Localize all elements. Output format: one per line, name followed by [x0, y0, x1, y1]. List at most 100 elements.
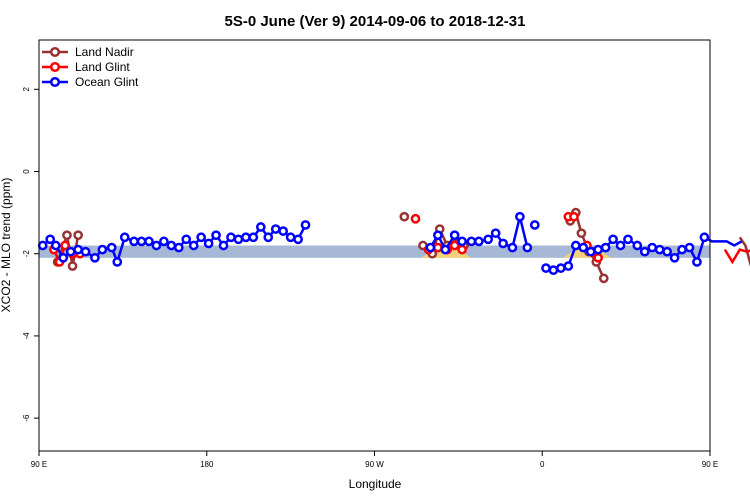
data-point [241, 232, 251, 243]
data-point [60, 240, 70, 251]
data-point [58, 252, 69, 263]
legend-marker [49, 61, 61, 73]
data-point [608, 234, 618, 245]
data-point [196, 232, 207, 243]
x-tick-label: 90 W [365, 460, 384, 469]
x-axis: 90 E 180 90 W 0 90 E [31, 451, 718, 469]
data-point [529, 220, 540, 230]
y-tick-label: -4 [22, 332, 31, 340]
y-tick-label: 0 [22, 169, 31, 174]
data-point [90, 252, 100, 263]
data-point [457, 244, 467, 255]
data-point [457, 236, 467, 247]
legend-marker [49, 46, 61, 58]
data-point [151, 240, 162, 251]
x-tick-label: 90 E [31, 460, 47, 469]
y-tick-label: -2 [22, 250, 31, 258]
data-point [498, 238, 508, 249]
data-point [255, 222, 266, 232]
legend-item-ocean-glint: Ocean Glint [42, 75, 139, 89]
data-point [173, 242, 184, 253]
series-ocean-glint [37, 211, 743, 276]
data-point [425, 242, 436, 253]
data-point [440, 244, 451, 255]
data-point [188, 240, 199, 251]
data-point [598, 273, 609, 284]
legend-marker [49, 76, 61, 88]
data-point [569, 211, 579, 222]
data-point [483, 234, 494, 245]
x-tick-label: 180 [200, 460, 214, 469]
data-point [593, 252, 604, 263]
data-point [67, 261, 78, 271]
data-point [662, 246, 672, 257]
data-point [65, 246, 76, 257]
data-point [129, 236, 139, 247]
data-point [166, 240, 177, 251]
data-point [73, 230, 83, 241]
data-point [80, 246, 91, 257]
data-point [433, 230, 443, 241]
data-point [699, 232, 710, 243]
legend-label: Land Nadir [75, 45, 134, 59]
data-point [449, 230, 460, 241]
legend-label: Land Glint [75, 60, 130, 74]
data-point [647, 242, 658, 253]
data-point [300, 220, 311, 230]
data-point [119, 232, 130, 243]
data-point [593, 244, 604, 255]
data-point [73, 244, 83, 255]
data-point [548, 265, 559, 276]
y-tick-label: 2 [22, 87, 31, 92]
data-point [106, 242, 117, 253]
data-point [556, 263, 566, 273]
data-point [97, 244, 108, 255]
data-point [692, 257, 702, 267]
data-point [62, 230, 72, 241]
y-tick-label: -6 [22, 414, 31, 422]
x-tick-label: 0 [540, 460, 545, 469]
data-point [677, 244, 687, 255]
data-point [159, 236, 169, 247]
data-point [623, 234, 633, 245]
data-point [632, 240, 643, 251]
legend-item-land-nadir: Land Nadir [42, 45, 134, 59]
y-axis: 2 0 -2 -4 -6 [22, 87, 39, 422]
data-point [449, 240, 460, 251]
data-point [144, 236, 154, 247]
data-point [578, 242, 589, 253]
data-point [37, 240, 48, 251]
data-point [585, 246, 596, 257]
data-point [563, 261, 574, 271]
data-point [654, 244, 665, 255]
x-tick-label: 90 E [702, 460, 718, 469]
data-point [270, 224, 281, 234]
data-point [515, 211, 525, 222]
legend-item-land-glint: Land Glint [42, 60, 130, 74]
data-point [684, 242, 695, 253]
series-line [723, 248, 750, 265]
data-point [507, 242, 518, 253]
data-point [211, 230, 221, 241]
chart-title: 5S-0 June (Ver 9) 2014-09-06 to 2018-12-… [224, 13, 525, 30]
data-point [293, 234, 303, 245]
data-point [248, 232, 259, 243]
data-point [45, 234, 56, 245]
data-point [570, 240, 581, 251]
data-point [474, 236, 484, 247]
data-point [490, 228, 501, 239]
data-point [522, 242, 533, 253]
data-point [226, 232, 236, 243]
data-point [410, 213, 421, 224]
data-point [576, 228, 587, 239]
data-point [399, 211, 410, 222]
data-point [433, 242, 443, 253]
data-point [218, 240, 229, 251]
data-point [541, 263, 551, 273]
series-layer [37, 207, 750, 284]
legend-label: Ocean Glint [75, 75, 139, 89]
x-axis-label: Longitude [349, 477, 402, 491]
band-ocean [39, 245, 710, 258]
